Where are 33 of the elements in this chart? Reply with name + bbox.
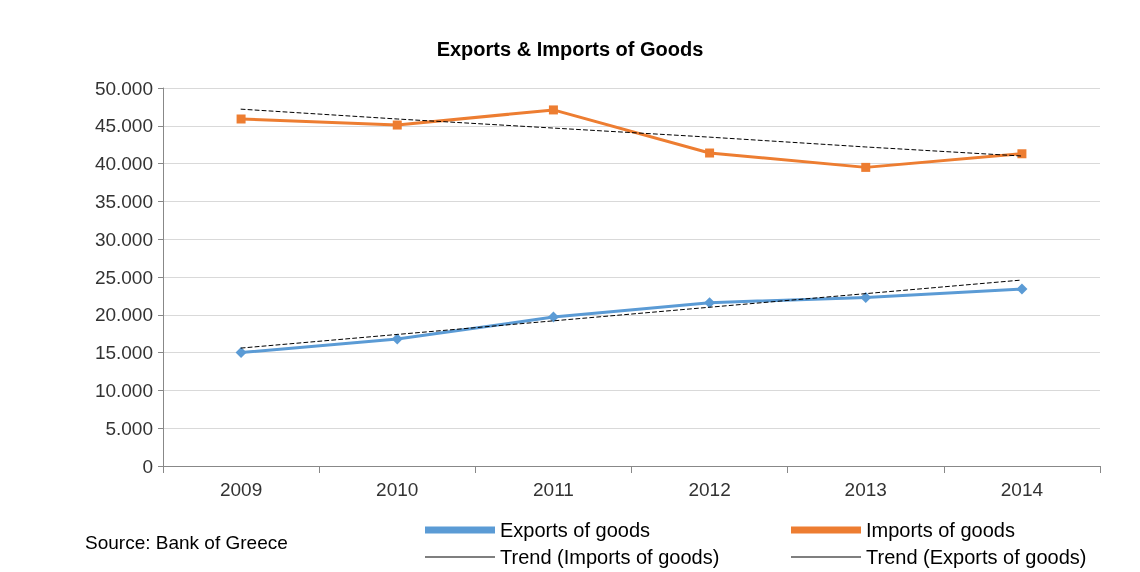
y-tick-label: 15.000 (94, 342, 153, 364)
legend-label: Trend (Exports of goods) (866, 546, 1087, 568)
y-tick-label: 40.000 (94, 153, 153, 175)
legend-label: Trend (Imports of goods) (500, 546, 720, 568)
point (547, 311, 559, 323)
point (1017, 149, 1027, 159)
y-tick-label: 20.000 (94, 304, 153, 326)
legend-label: Exports of goods (500, 519, 651, 541)
y-tick-label: 50.000 (94, 77, 153, 99)
y-tick-label: 30.000 (94, 228, 153, 250)
point (860, 291, 872, 303)
point (548, 105, 558, 115)
x-tick-label: 2014 (1000, 479, 1044, 500)
point (236, 114, 246, 124)
y-tick-label: 5.000 (105, 417, 153, 439)
point (235, 347, 247, 359)
point (705, 148, 715, 158)
chart-title: Exports & Imports of Goods (436, 38, 704, 60)
x-tick-label: 2012 (688, 479, 731, 500)
legend-label: Imports of goods (866, 519, 1015, 541)
x-tick-label: 2009 (219, 479, 263, 500)
y-tick-label: 10.000 (94, 379, 153, 401)
y-tick-label: 35.000 (94, 190, 153, 212)
source-note: Source: Bank of Greece (85, 532, 288, 553)
y-tick-label: 45.000 (94, 115, 153, 137)
point (392, 120, 402, 130)
x-tick-label: 2011 (532, 479, 574, 500)
point (1016, 283, 1028, 295)
y-tick-label: 25.000 (94, 266, 153, 288)
point (861, 162, 871, 172)
y-tick-label: 0 (142, 455, 153, 477)
x-tick-label: 2013 (844, 479, 887, 500)
x-tick-label: 2010 (376, 479, 419, 500)
